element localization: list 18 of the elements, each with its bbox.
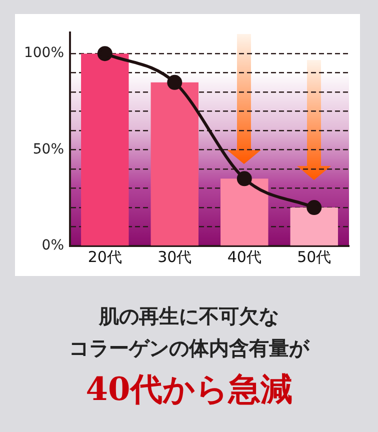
text: 肌の再生に不可欠な xyxy=(98,303,280,330)
bar xyxy=(150,82,198,246)
point xyxy=(306,200,322,216)
x-tick-label: 20代 xyxy=(88,248,122,266)
text: コラーゲンの体内含有量が xyxy=(68,335,311,362)
x-tick-label: 30代 xyxy=(158,248,192,266)
x-tick-label: 50代 xyxy=(297,248,332,266)
text: 40代から急減 xyxy=(84,369,294,410)
bar xyxy=(220,178,268,246)
x-tick-label: 40代 xyxy=(227,248,262,266)
point xyxy=(236,171,252,186)
point xyxy=(97,46,112,62)
bar xyxy=(81,54,129,246)
y-tick-label: 0% xyxy=(42,238,64,254)
y-tick-label: 50% xyxy=(32,141,64,158)
point xyxy=(167,74,182,90)
bar xyxy=(290,208,338,246)
y-tick-label: 100% xyxy=(24,45,64,62)
